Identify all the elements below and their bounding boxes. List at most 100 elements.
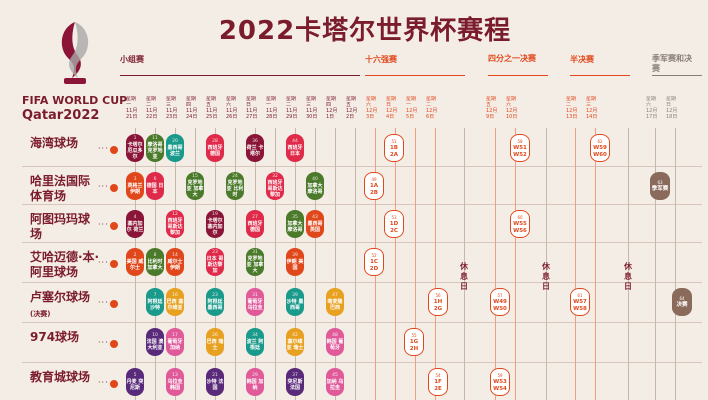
match-slot-b: 2H — [409, 345, 419, 352]
rest-day-2: 休息日 — [542, 262, 550, 291]
group-match-11[interactable]: 11 摩洛哥 克罗地亚 — [146, 134, 164, 162]
row-divider — [22, 166, 702, 167]
knockout-match-51[interactable]: 51 1B 2A — [384, 134, 404, 162]
match-teams: 加拿大 摩洛哥 — [287, 221, 303, 233]
group-match-31[interactable]: 31 葡萄牙 乌拉圭 — [246, 288, 264, 316]
group-match-12[interactable]: 12 西班牙 哥斯达黎加 — [166, 210, 184, 238]
group-match-35[interactable]: 35 加拿大 摩洛哥 — [286, 210, 304, 238]
knockout-match-61[interactable]: 61 W57 W58 — [570, 288, 590, 316]
match-slot-a: 1G — [409, 338, 419, 345]
group-match-2[interactable]: 2 美国 威尔士 — [126, 248, 144, 276]
group-match-27[interactable]: 27 西班牙 德国 — [246, 210, 264, 238]
knockout-match-63[interactable]: 63 季军赛 — [650, 172, 670, 200]
match-slot-a: W55 — [513, 220, 527, 227]
group-match-32[interactable]: 32 西班牙 哥斯达黎加 — [266, 172, 284, 200]
date-day: 11月22日 — [146, 108, 158, 120]
group-match-7[interactable]: 7 阿根廷 沙特 — [146, 288, 164, 316]
knockout-match-64[interactable]: 64 决赛 — [672, 288, 692, 316]
stage-final-rule — [652, 75, 702, 76]
knockout-match-58[interactable]: 58 W51 W52 — [510, 134, 530, 162]
group-match-14[interactable]: 14 威尔士 伊朗 — [166, 248, 184, 276]
group-match-23[interactable]: 23 阿根廷 墨西哥 — [206, 288, 224, 316]
group-match-8[interactable]: 8 比利时 加拿大 — [146, 248, 164, 276]
venue-pin-icon — [110, 146, 118, 154]
match-number: 39 — [292, 253, 298, 258]
group-match-17[interactable]: 17 葡萄牙 加纳 — [166, 328, 184, 356]
match-teams: 比利时 加拿大 — [147, 259, 163, 271]
stage-sf: 半决赛 — [570, 55, 594, 64]
group-match-19[interactable]: 19 卡塔尔 塞内加尔 — [206, 210, 224, 238]
rest-day-rule — [464, 128, 465, 400]
group-match-47[interactable]: 47 喀麦隆 巴西 — [326, 288, 344, 316]
venue-name-text: 哈里法国际体育场 — [30, 174, 91, 203]
group-match-6[interactable]: 6 德国 日本 — [146, 172, 164, 200]
date-day: 11月30日 — [306, 108, 318, 120]
date-guide — [335, 128, 336, 400]
date-column-13: 星期日 12月4日 — [386, 96, 398, 128]
match-number: 20 — [172, 139, 178, 144]
knockout-match-53[interactable]: 53 1D 2C — [384, 210, 404, 238]
group-match-20[interactable]: 20 墨西哥 波兰 — [166, 134, 184, 162]
group-match-37[interactable]: 37 突尼斯 法国 — [286, 368, 304, 396]
group-match-1[interactable]: 1 卡塔尔 厄瓜多尔 — [126, 134, 144, 162]
group-match-34[interactable]: 34 波兰 阿根廷 — [246, 328, 264, 356]
date-weekday: 星期六 — [506, 96, 517, 108]
match-teams: 阿根廷 沙特 — [147, 299, 163, 311]
group-match-26[interactable]: 26 巴西 瑞士 — [206, 328, 224, 356]
date-guide — [515, 128, 516, 400]
match-teams: 克罗地亚 加拿大 — [186, 180, 204, 198]
group-match-23[interactable]: 23 日本 哥斯达黎加 — [206, 248, 224, 276]
knockout-match-57[interactable]: 57 W49 W50 — [490, 288, 510, 316]
group-match-13[interactable]: 13 乌拉圭 韩国 — [166, 368, 184, 396]
knockout-match-60[interactable]: 60 W55 W56 — [510, 210, 530, 238]
group-match-28[interactable]: 28 西班牙 德国 — [206, 134, 224, 162]
match-slot-b: 2A — [389, 151, 399, 158]
match-number: 12 — [172, 212, 178, 217]
knockout-match-49[interactable]: 49 1A 2B — [364, 172, 384, 200]
knockout-match-56[interactable]: 56 1H 2G — [428, 288, 448, 316]
group-match-15[interactable]: 15 克罗地亚 加拿大 — [186, 172, 204, 200]
knockout-match-55[interactable]: 55 1G 2H — [404, 328, 424, 356]
group-match-16[interactable]: 16 巴西 塞尔维亚 — [166, 288, 184, 316]
match-teams: 西班牙 日本 — [287, 145, 303, 157]
match-number: 37 — [292, 373, 298, 378]
group-match-36[interactable]: 36 荷兰 卡塔尔 — [246, 134, 264, 162]
group-match-24[interactable]: 24 克罗地亚 比利时 — [226, 172, 244, 200]
group-match-4[interactable]: 4 塞内加尔 荷兰 — [126, 210, 144, 238]
group-match-40[interactable]: 40 加拿大 摩洛哥 — [306, 172, 324, 200]
match-number: 28 — [212, 139, 218, 144]
date-day: 12月3日 — [366, 108, 378, 120]
group-match-39[interactable]: 39 沙特 墨西哥 — [286, 288, 304, 316]
knockout-match-62[interactable]: 62 W59 W60 — [590, 134, 610, 162]
group-match-5[interactable]: 5 丹麦 突尼斯 — [126, 368, 144, 396]
group-match-48[interactable]: 48 韩国 葡萄牙 — [326, 328, 344, 356]
date-column-12: 星期六 12月3日 — [366, 96, 378, 128]
group-match-43[interactable]: 43 墨西哥 英国 — [306, 210, 324, 238]
match-teams: 加纳 乌拉圭 — [326, 379, 344, 391]
group-match-29[interactable]: 29 韩国 加纳 — [246, 368, 264, 396]
date-day: 11月29日 — [286, 108, 298, 120]
match-teams: 韩国 葡萄牙 — [326, 339, 344, 351]
group-match-39[interactable]: 39 伊朗 美国 — [286, 248, 304, 276]
knockout-match-52[interactable]: 52 1C 2D — [364, 248, 384, 276]
match-teams: 乌拉圭 韩国 — [167, 379, 183, 391]
match-number: 31 — [252, 293, 258, 298]
group-match-42[interactable]: 42 塞尔维亚 瑞士 — [286, 328, 304, 356]
group-match-3[interactable]: 3 英格兰 伊朗 — [126, 172, 144, 200]
date-column-3: 星期四 11月24日 — [186, 96, 198, 128]
group-match-45[interactable]: 45 加纳 乌拉圭 — [326, 368, 344, 396]
date-column-16: 星期五 12月9日 — [486, 96, 498, 128]
row-divider — [22, 282, 702, 283]
match-slot-a: 1A — [369, 182, 379, 189]
match-teams: 墨西哥 英国 — [307, 221, 323, 233]
knockout-match-54[interactable]: 54 1F 2E — [428, 368, 448, 396]
match-number: 34 — [252, 333, 258, 338]
group-match-21[interactable]: 21 沙特 法国 — [206, 368, 224, 396]
match-number: 63 — [657, 180, 663, 185]
venue-pin-icon — [110, 340, 118, 348]
knockout-match-59[interactable]: 59 W53 W54 — [490, 368, 510, 396]
group-match-10[interactable]: 10 法国 澳大利亚 — [146, 328, 164, 356]
group-match-31[interactable]: 31 克罗地亚 加拿大 — [246, 248, 264, 276]
match-number: 60 — [517, 214, 523, 220]
group-match-44[interactable]: 44 西班牙 日本 — [286, 134, 304, 162]
